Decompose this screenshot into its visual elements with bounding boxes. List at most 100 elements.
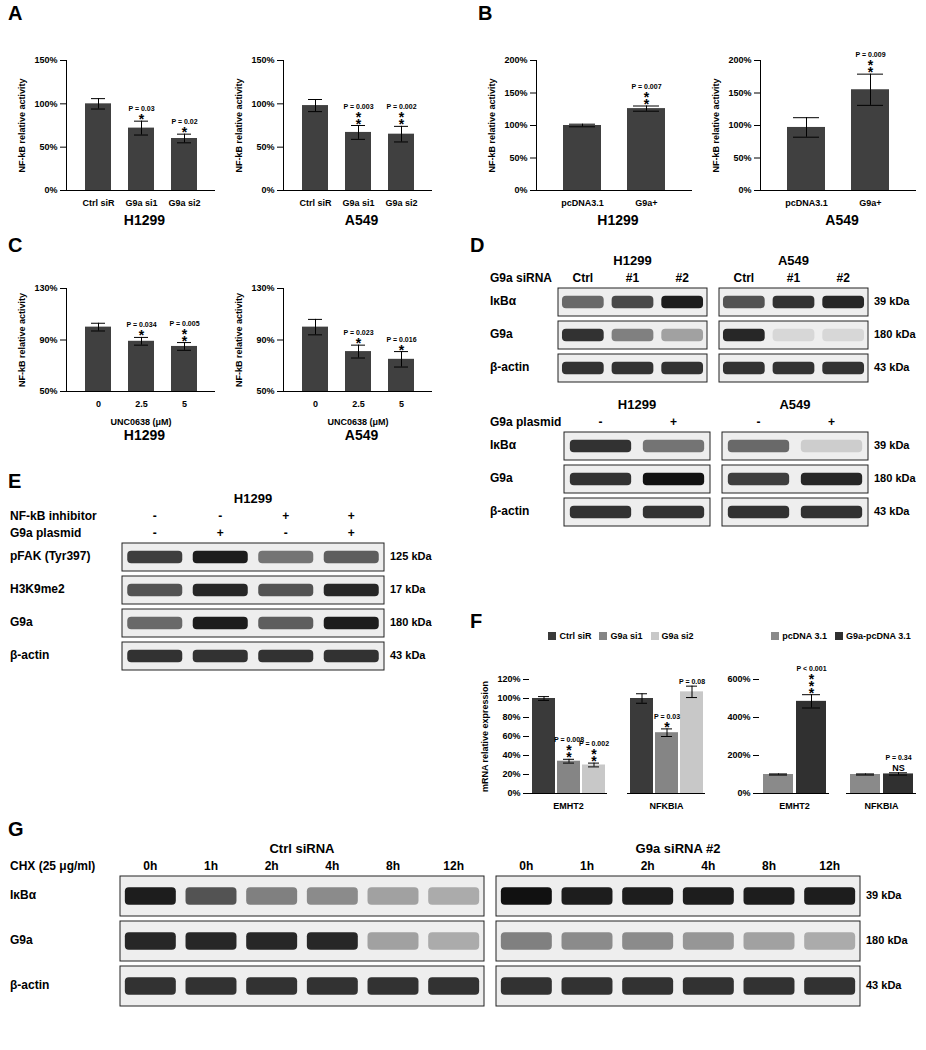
- svg-text:0: 0: [313, 399, 318, 409]
- svg-text:2.5: 2.5: [352, 399, 365, 409]
- svg-text:NF-kB relative activity: NF-kB relative activity: [234, 78, 244, 172]
- svg-text:NS: NS: [892, 763, 905, 773]
- svg-text:-: -: [599, 415, 603, 429]
- svg-text:G9a si2: G9a si2: [385, 198, 417, 208]
- svg-text:G9a plasmid: G9a plasmid: [490, 415, 561, 429]
- svg-text:0%: 0%: [737, 788, 750, 798]
- svg-text:-: -: [757, 415, 761, 429]
- svg-text:Ctrl siR: Ctrl siR: [82, 198, 115, 208]
- svg-text:2.5: 2.5: [135, 399, 148, 409]
- svg-text:43 kDa: 43 kDa: [866, 979, 902, 991]
- svg-text:12h: 12h: [819, 859, 840, 873]
- svg-text:90%: 90%: [256, 335, 274, 345]
- svg-text:12h: 12h: [443, 859, 464, 873]
- svg-text:P = 0.016: P = 0.016: [386, 336, 416, 343]
- svg-text:180 kDa: 180 kDa: [874, 328, 916, 340]
- svg-text:P = 0.03: P = 0.03: [654, 713, 680, 720]
- svg-text:80%: 80%: [502, 712, 520, 722]
- svg-text:**: **: [868, 57, 874, 80]
- svg-text:130%: 130%: [251, 283, 274, 293]
- svg-text:43 kDa: 43 kDa: [874, 361, 910, 373]
- svg-text:0%: 0%: [44, 185, 57, 195]
- svg-text:0h: 0h: [143, 859, 157, 873]
- svg-text:*: *: [139, 111, 145, 127]
- svg-text:50%: 50%: [39, 386, 57, 396]
- svg-text:P = 0.08: P = 0.08: [679, 678, 705, 685]
- svg-text:NFKBIA: NFKBIA: [650, 801, 684, 811]
- svg-text:G9a+: G9a+: [859, 198, 881, 208]
- svg-text:150%: 150%: [251, 55, 274, 65]
- svg-text:IκBα: IκBα: [490, 294, 517, 308]
- svg-text:P = 0.002: P = 0.002: [579, 740, 609, 747]
- svg-text:120%: 120%: [497, 674, 520, 684]
- svg-text:100%: 100%: [504, 120, 527, 130]
- svg-text:600%: 600%: [727, 674, 750, 684]
- svg-text:39 kDa: 39 kDa: [874, 439, 910, 451]
- svg-text:**: **: [356, 109, 362, 132]
- svg-text:*: *: [182, 124, 188, 140]
- svg-text:*: *: [664, 719, 670, 735]
- svg-text:8h: 8h: [762, 859, 776, 873]
- svg-text:A549: A549: [778, 253, 809, 268]
- svg-text:100%: 100%: [497, 693, 520, 703]
- svg-text:H3K9me2: H3K9me2: [10, 582, 65, 596]
- svg-text:60%: 60%: [502, 731, 520, 741]
- svg-text:#1: #1: [787, 271, 801, 285]
- svg-text:**: **: [566, 742, 572, 765]
- svg-text:400%: 400%: [727, 712, 750, 722]
- svg-text:IκBα: IκBα: [490, 438, 517, 452]
- svg-text:G9a siRNA: G9a siRNA: [490, 271, 552, 285]
- svg-text:IκBα: IκBα: [10, 888, 37, 902]
- svg-text:G9a: G9a: [490, 327, 513, 341]
- svg-text:4h: 4h: [701, 859, 715, 873]
- svg-text:P = 0.002: P = 0.002: [386, 103, 416, 110]
- svg-text:UNC0638 (μM): UNC0638 (μM): [327, 417, 388, 427]
- svg-text:P = 0.02: P = 0.02: [171, 118, 197, 125]
- svg-text:G9a plasmid: G9a plasmid: [10, 526, 81, 540]
- svg-text:1h: 1h: [204, 859, 218, 873]
- svg-text:*: *: [399, 342, 405, 358]
- svg-text:NF-kB inhibitor: NF-kB inhibitor: [10, 509, 97, 523]
- svg-text:P = 0.03: P = 0.03: [128, 105, 154, 112]
- svg-text:200%: 200%: [727, 750, 750, 760]
- svg-text:100%: 100%: [251, 99, 274, 109]
- svg-text:5: 5: [399, 399, 404, 409]
- svg-text:180 kDa: 180 kDa: [866, 934, 908, 946]
- svg-text:130%: 130%: [34, 283, 57, 293]
- svg-text:150%: 150%: [728, 88, 751, 98]
- svg-text:50%: 50%: [733, 153, 751, 163]
- svg-text:β-actin: β-actin: [490, 504, 529, 518]
- svg-text:H1299: H1299: [234, 491, 272, 506]
- svg-text:pFAK (Tyr397): pFAK (Tyr397): [10, 549, 90, 563]
- svg-text:NF-kB relative activity: NF-kB relative activity: [234, 293, 244, 387]
- svg-text:P < 0.001: P < 0.001: [796, 665, 826, 672]
- svg-text:+: +: [282, 509, 289, 523]
- svg-text:Ctrl: Ctrl: [572, 271, 593, 285]
- svg-text:150%: 150%: [504, 88, 527, 98]
- svg-text:NF-kB relative activity: NF-kB relative activity: [17, 293, 27, 387]
- svg-text:+: +: [828, 415, 835, 429]
- svg-text:H1299: H1299: [613, 253, 651, 268]
- svg-text:180 kDa: 180 kDa: [390, 616, 432, 628]
- svg-text:**: **: [644, 89, 650, 112]
- svg-text:EMHT2: EMHT2: [779, 801, 810, 811]
- svg-text:P = 0.005: P = 0.005: [169, 320, 199, 327]
- svg-text:5: 5: [182, 399, 187, 409]
- svg-text:EMHT2: EMHT2: [553, 801, 584, 811]
- svg-text:0%: 0%: [507, 788, 520, 798]
- svg-text:50%: 50%: [39, 142, 57, 152]
- svg-text:P = 0.007: P = 0.007: [631, 83, 661, 90]
- svg-text:50%: 50%: [256, 142, 274, 152]
- svg-text:90%: 90%: [39, 335, 57, 345]
- svg-text:UNC0638 (μM): UNC0638 (μM): [110, 417, 171, 427]
- svg-text:39 kDa: 39 kDa: [866, 889, 902, 901]
- svg-text:-: -: [153, 509, 157, 523]
- svg-text:0%: 0%: [738, 185, 751, 195]
- svg-text:-: -: [284, 526, 288, 540]
- svg-text:50%: 50%: [509, 153, 527, 163]
- svg-text:β-actin: β-actin: [10, 978, 49, 992]
- svg-text:*: *: [356, 335, 362, 351]
- svg-text:20%: 20%: [502, 769, 520, 779]
- svg-text:A549: A549: [779, 397, 810, 412]
- svg-text:39 kDa: 39 kDa: [874, 295, 910, 307]
